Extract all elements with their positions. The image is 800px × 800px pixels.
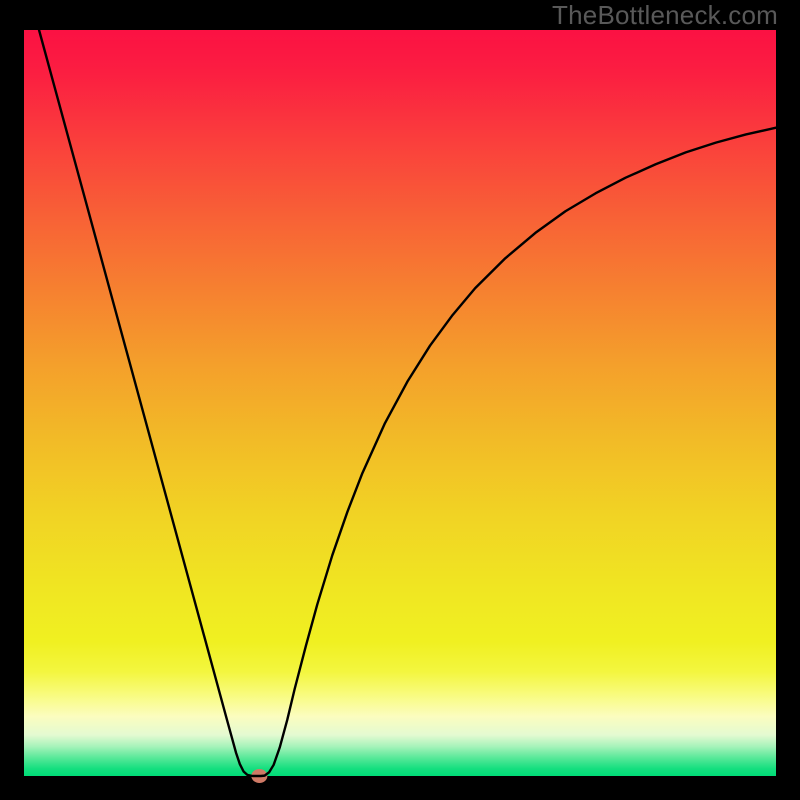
chart-background-gradient xyxy=(24,30,776,776)
chart-container: TheBottleneck.com xyxy=(0,0,800,800)
watermark-label: TheBottleneck.com xyxy=(552,0,778,31)
bottleneck-chart xyxy=(0,0,800,800)
